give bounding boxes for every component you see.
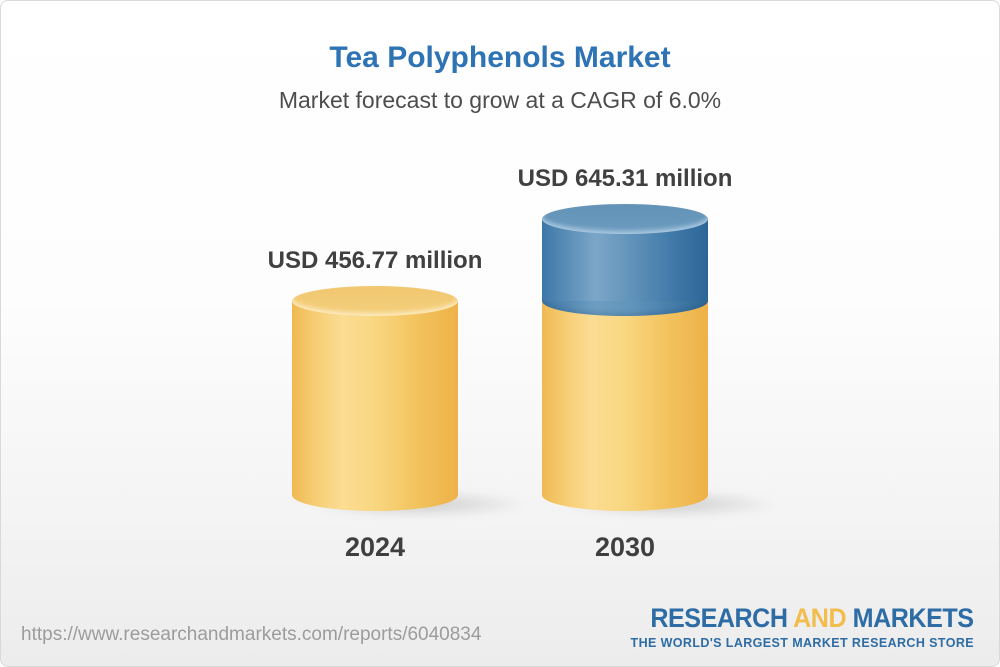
value-label-2024: USD 456.77 million	[267, 247, 483, 274]
axis-label-2030: 2030	[594, 532, 656, 562]
brand-logo-wordmark: RESEARCH AND MARKETS	[650, 603, 975, 634]
report-url: https://www.researchandmarkets.com/repor…	[21, 624, 482, 645]
bar-2024-top-cap	[292, 286, 458, 316]
value-label-2030: USD 645.31 million	[517, 165, 733, 192]
brand-tagline: THE WORLD'S LARGEST MARKET RESEARCH STOR…	[630, 636, 974, 650]
brand-word-and: AND	[793, 603, 847, 633]
brand-logo: RESEARCH AND MARKETS THE WORLD'S LARGEST…	[626, 603, 975, 650]
bar-2030-base-body	[542, 301, 708, 511]
brand-word-research: RESEARCH	[650, 603, 789, 633]
axis-label-2024: 2024	[344, 532, 406, 562]
brand-word-markets: MARKETS	[853, 603, 974, 633]
chart-subtitle: Market forecast to grow at a CAGR of 6.0…	[278, 87, 722, 113]
chart-title: Tea Polyphenols Market	[329, 41, 671, 74]
bar-2024-body	[292, 301, 458, 511]
bar-2030-top-cap	[542, 204, 708, 234]
